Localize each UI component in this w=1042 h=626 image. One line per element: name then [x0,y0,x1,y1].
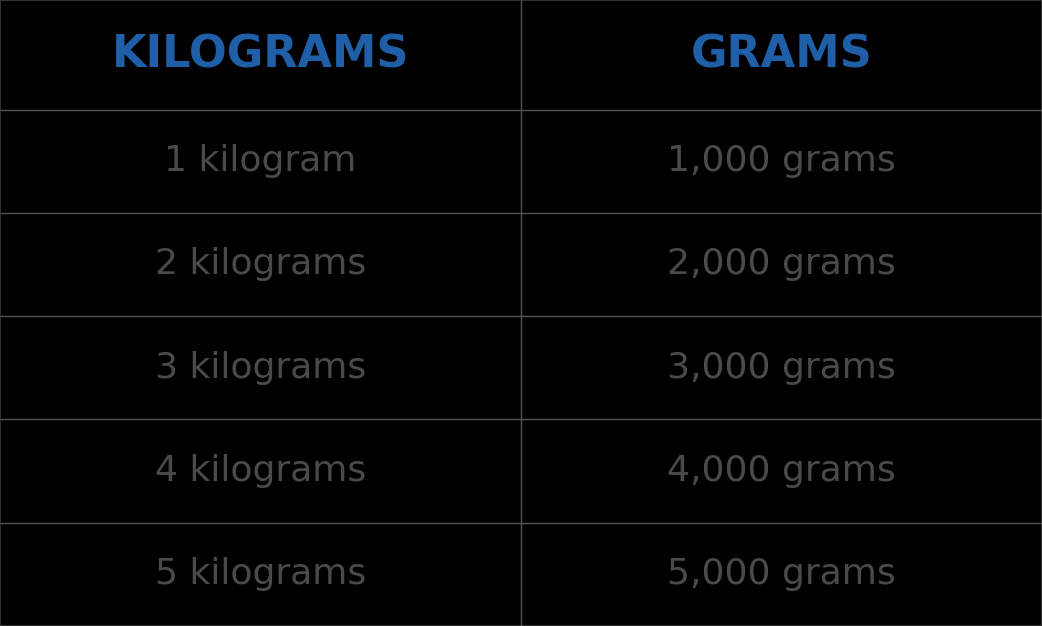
Text: 1,000 grams: 1,000 grams [667,144,896,178]
Text: 3 kilograms: 3 kilograms [155,351,366,385]
Text: 2 kilograms: 2 kilograms [155,247,366,282]
Text: 2,000 grams: 2,000 grams [667,247,896,282]
Text: KILOGRAMS: KILOGRAMS [111,33,410,76]
Text: 3,000 grams: 3,000 grams [667,351,896,385]
Text: 4,000 grams: 4,000 grams [667,454,896,488]
Text: 1 kilogram: 1 kilogram [165,144,356,178]
Text: 5 kilograms: 5 kilograms [155,557,366,592]
Text: 5,000 grams: 5,000 grams [667,557,896,592]
Text: GRAMS: GRAMS [691,33,872,76]
Text: 4 kilograms: 4 kilograms [155,454,366,488]
